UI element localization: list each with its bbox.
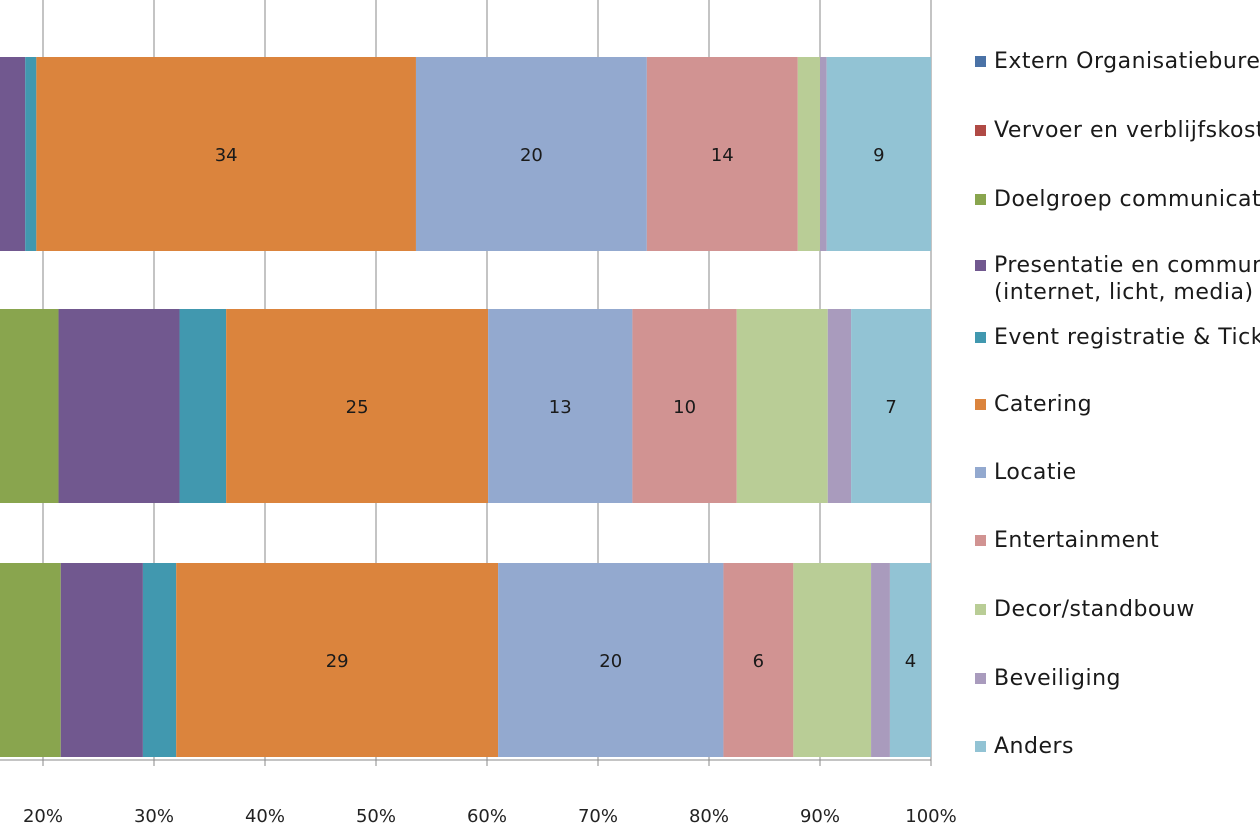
legend: Extern Organisatiebureau Vervoer en verbl… bbox=[975, 0, 1260, 800]
x-axis: 20% 30% 40% 50% 60% 70% 80% 90% 100% bbox=[0, 759, 957, 827]
bar-segment bbox=[488, 309, 633, 503]
x-tick-label: 60% bbox=[467, 806, 507, 827]
legend-swatch bbox=[975, 56, 986, 67]
legend-item: Presentatie en communicatie (internet, l… bbox=[975, 252, 1260, 306]
data-label: 6 bbox=[753, 651, 764, 672]
legend-swatch bbox=[975, 194, 986, 205]
x-tick-label: 50% bbox=[356, 806, 396, 827]
bar-segment bbox=[820, 57, 827, 251]
legend-swatch bbox=[975, 260, 986, 271]
legend-label: Entertainment bbox=[994, 528, 1160, 553]
bar-segment bbox=[797, 57, 820, 251]
legend-label: Catering bbox=[994, 392, 1093, 417]
data-label: 20 bbox=[599, 651, 622, 672]
data-label: 20 bbox=[520, 145, 543, 166]
x-tick-label: 100% bbox=[905, 806, 956, 827]
bar-segment bbox=[58, 309, 180, 503]
data-label: 14 bbox=[711, 145, 734, 166]
legend-swatch bbox=[975, 604, 986, 615]
x-tick-label: 90% bbox=[800, 806, 840, 827]
legend-item: Extern Organisatiebureau bbox=[975, 48, 1260, 75]
bar-segment bbox=[0, 563, 61, 757]
bar-segment bbox=[36, 57, 416, 251]
legend-item: Locatie bbox=[975, 459, 1077, 486]
bars: 34 20 14 9 25 13 10 7 29 20 6 4 bbox=[0, 57, 931, 757]
legend-swatch bbox=[975, 467, 986, 478]
bar-row: 25 13 10 7 bbox=[0, 309, 931, 503]
legend-swatch bbox=[975, 535, 986, 546]
legend-swatch bbox=[975, 673, 986, 684]
legend-swatch bbox=[975, 125, 986, 136]
x-tick-label: 20% bbox=[23, 806, 63, 827]
bar-segment bbox=[415, 57, 647, 251]
legend-item: Anders bbox=[975, 733, 1074, 760]
bar-segment bbox=[851, 309, 931, 503]
data-label: 25 bbox=[346, 397, 369, 418]
bar-segment bbox=[646, 57, 798, 251]
data-label: 29 bbox=[326, 651, 349, 672]
bar-segment bbox=[871, 563, 890, 757]
data-label: 9 bbox=[873, 145, 884, 166]
legend-label: Presentatie en communicatie (internet, l… bbox=[994, 253, 1260, 305]
bar-segment bbox=[179, 309, 227, 503]
bar-segment bbox=[736, 309, 828, 503]
legend-item: Entertainment bbox=[975, 527, 1159, 554]
data-label: 10 bbox=[673, 397, 696, 418]
bar-segment bbox=[176, 563, 499, 757]
legend-label: Beveiliging bbox=[994, 666, 1122, 691]
bar-segment bbox=[142, 563, 177, 757]
bar-segment bbox=[723, 563, 794, 757]
legend-item: Decor/standbouw bbox=[975, 596, 1195, 623]
legend-swatch bbox=[975, 332, 986, 343]
bar-segment bbox=[25, 57, 37, 251]
legend-item: Event registratie & Ticketing bbox=[975, 324, 1260, 351]
data-label: 34 bbox=[215, 145, 238, 166]
bar-row: 29 20 6 4 bbox=[0, 563, 931, 757]
legend-item: Vervoer en verblijfskosten bbox=[975, 117, 1260, 144]
legend-label: Extern Organisatiebureau bbox=[994, 49, 1260, 74]
legend-item: Beveiliging bbox=[975, 665, 1121, 692]
legend-label: Decor/standbouw bbox=[994, 597, 1195, 622]
x-tick-label: 70% bbox=[578, 806, 618, 827]
bar-segment bbox=[632, 309, 737, 503]
bar-segment bbox=[0, 309, 59, 503]
bar-row: 34 20 14 9 bbox=[0, 57, 931, 251]
bar-segment bbox=[226, 309, 489, 503]
bar-segment bbox=[826, 57, 931, 251]
bar-segment bbox=[498, 563, 724, 757]
bar-segment bbox=[827, 309, 852, 503]
bar-segment bbox=[889, 563, 931, 757]
legend-label: Locatie bbox=[994, 460, 1077, 485]
legend-swatch bbox=[975, 399, 986, 410]
x-tick-label: 30% bbox=[134, 806, 174, 827]
legend-label: Vervoer en verblijfskosten bbox=[994, 118, 1260, 143]
legend-swatch bbox=[975, 741, 986, 752]
bar-segment bbox=[793, 563, 872, 757]
data-label: 4 bbox=[905, 651, 916, 672]
bar-segment bbox=[0, 57, 26, 251]
legend-item: Doelgroep communicatie bbox=[975, 186, 1260, 213]
data-label: 7 bbox=[885, 397, 896, 418]
x-tick-label: 40% bbox=[245, 806, 285, 827]
legend-label: Doelgroep communicatie bbox=[994, 187, 1260, 212]
bar-segment bbox=[60, 563, 143, 757]
legend-item: Catering bbox=[975, 391, 1092, 418]
legend-label: Anders bbox=[994, 734, 1074, 759]
legend-label: Event registratie & Ticketing bbox=[994, 325, 1260, 350]
data-label: 13 bbox=[549, 397, 572, 418]
x-tick-label: 80% bbox=[689, 806, 729, 827]
